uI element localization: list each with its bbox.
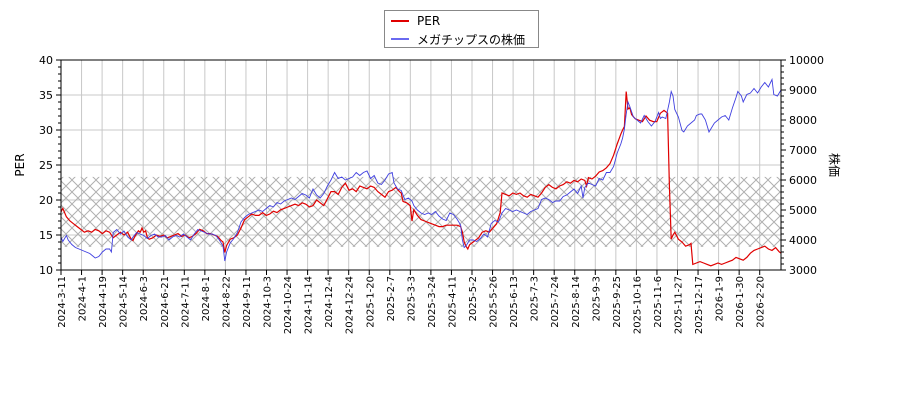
svg-text:6000: 6000 [789,174,817,187]
svg-text:2024-10-24: 2024-10-24 [283,276,294,334]
svg-text:10000: 10000 [789,54,824,67]
legend-swatch-per [391,20,409,22]
svg-text:2025-9-3: 2025-9-3 [591,276,602,321]
svg-text:2025-10-16: 2025-10-16 [632,276,643,334]
right-axis-title: 株価 [827,153,842,177]
svg-text:4000: 4000 [789,234,817,247]
legend: PER メガチップスの株価 [384,10,539,48]
legend-label-per: PER [417,14,441,28]
svg-text:2025-3-24: 2025-3-24 [427,276,438,328]
svg-text:2025-5-26: 2025-5-26 [489,276,500,328]
svg-text:2025-11-27: 2025-11-27 [674,276,685,334]
svg-text:2024-7-11: 2024-7-11 [180,276,191,328]
svg-text:2024-8-1: 2024-8-1 [201,276,212,321]
svg-text:2024-12-24: 2024-12-24 [345,276,356,334]
svg-text:7000: 7000 [789,144,817,157]
svg-text:2024-11-14: 2024-11-14 [304,276,315,334]
svg-text:2025-1-20: 2025-1-20 [365,276,376,328]
svg-text:35: 35 [39,89,53,102]
svg-text:2026-1-30: 2026-1-30 [735,276,746,328]
legend-swatch-price [391,38,409,40]
svg-text:2026-1-9: 2026-1-9 [715,276,726,321]
price-line [61,77,781,262]
svg-text:2025-5-2: 2025-5-2 [468,276,479,321]
series-lines [61,77,781,267]
svg-text:40: 40 [39,54,53,67]
svg-text:2025-2-7: 2025-2-7 [386,276,397,321]
svg-text:25: 25 [39,159,53,172]
svg-text:2025-4-11: 2025-4-11 [447,276,458,328]
svg-text:2024-6-21: 2024-6-21 [160,276,171,328]
svg-text:3000: 3000 [789,264,817,277]
svg-text:5000: 5000 [789,204,817,217]
svg-text:2024-3-11: 2024-3-11 [57,276,68,328]
svg-text:20: 20 [39,194,53,207]
svg-text:2024-10-3: 2024-10-3 [263,276,274,328]
svg-text:15: 15 [39,229,53,242]
svg-text:8000: 8000 [789,114,817,127]
svg-text:2024-6-3: 2024-6-3 [139,276,150,321]
svg-text:2024-4-19: 2024-4-19 [98,276,109,328]
svg-text:10: 10 [39,264,53,277]
right-axis: 3000 4000 5000 6000 7000 8000 9000 10000 [781,54,824,277]
x-axis: 2024-3-11 2024-4-1 2024-4-19 2024-5-14 2024-… [57,270,767,334]
svg-text:2025-11-6: 2025-11-6 [653,276,664,328]
left-axis: 10 15 20 25 30 35 40 [39,54,61,277]
svg-text:2024-9-11: 2024-9-11 [242,276,253,328]
svg-text:9000: 9000 [789,84,817,97]
svg-text:2025-9-25: 2025-9-25 [612,276,623,328]
per-line [61,91,781,267]
legend-item-per: PER [391,13,440,29]
left-axis-title: PER [13,153,27,176]
svg-text:2024-8-22: 2024-8-22 [221,276,232,328]
legend-label-price: メガチップスの株価 [417,32,526,47]
legend-item-price: メガチップスの株価 [391,31,525,47]
svg-text:2024-4-1: 2024-4-1 [78,276,89,321]
svg-text:2025-8-14: 2025-8-14 [571,276,582,328]
svg-text:2025-7-3: 2025-7-3 [530,276,541,321]
svg-text:2025-3-3: 2025-3-3 [406,276,417,321]
svg-text:2026-2-20: 2026-2-20 [756,276,767,328]
svg-text:2025-7-24: 2025-7-24 [550,276,561,328]
svg-text:2025-6-13: 2025-6-13 [509,276,520,328]
svg-text:2025-12-17: 2025-12-17 [694,276,705,334]
svg-text:30: 30 [39,124,53,137]
svg-text:2024-5-14: 2024-5-14 [119,276,130,328]
svg-text:2024-12-4: 2024-12-4 [324,276,335,328]
